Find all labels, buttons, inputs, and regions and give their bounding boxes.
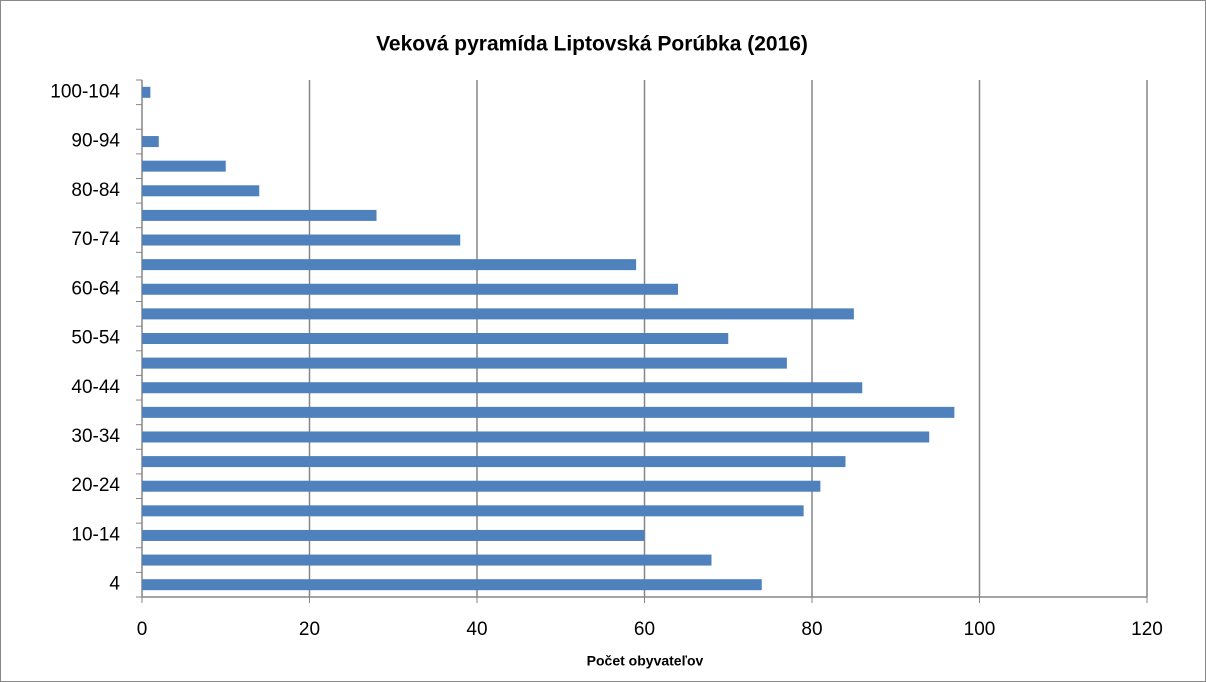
bar <box>142 579 762 591</box>
x-axis-label: Počet obyvateľov <box>587 653 704 669</box>
y-tick-label: 100-104 <box>50 81 120 102</box>
bar <box>142 406 955 418</box>
chart-title: Veková pyramída Liptovská Porúbka (2016) <box>376 33 808 56</box>
bar <box>142 382 863 394</box>
x-tick-label: 0 <box>137 619 148 640</box>
x-tick-label: 80 <box>801 619 822 640</box>
y-tick-label: 4 <box>109 574 120 595</box>
bar <box>142 431 930 443</box>
y-tick-label: 20-24 <box>71 475 120 496</box>
bar <box>142 136 159 148</box>
x-tick-label: 40 <box>466 619 487 640</box>
y-tick-label: 30-34 <box>71 426 120 447</box>
x-tick-label: 60 <box>634 619 655 640</box>
y-tick-label: 40-44 <box>71 377 120 398</box>
y-tick-label: 90-94 <box>71 131 120 152</box>
bar <box>142 456 846 468</box>
bar <box>142 86 151 98</box>
bar <box>142 554 712 566</box>
bar <box>142 234 461 246</box>
bar <box>142 333 729 344</box>
bar <box>142 480 821 492</box>
x-tick-label: 20 <box>299 619 320 640</box>
bar <box>142 283 678 295</box>
x-tick-label: 100 <box>964 619 996 640</box>
x-tick-label: 120 <box>1131 619 1163 640</box>
y-tick-label: 80-84 <box>71 180 120 201</box>
y-tick-label: 70-74 <box>71 229 120 250</box>
bar <box>142 185 260 197</box>
y-tick-label: 10-14 <box>71 524 120 545</box>
y-tick-label: 60-64 <box>71 278 120 299</box>
bar <box>142 529 645 541</box>
bar <box>142 308 854 320</box>
bar <box>142 160 226 172</box>
bar <box>142 259 637 271</box>
bar <box>142 209 377 221</box>
bar <box>142 505 804 517</box>
y-tick-label: 50-54 <box>71 328 120 349</box>
bar <box>142 357 787 369</box>
